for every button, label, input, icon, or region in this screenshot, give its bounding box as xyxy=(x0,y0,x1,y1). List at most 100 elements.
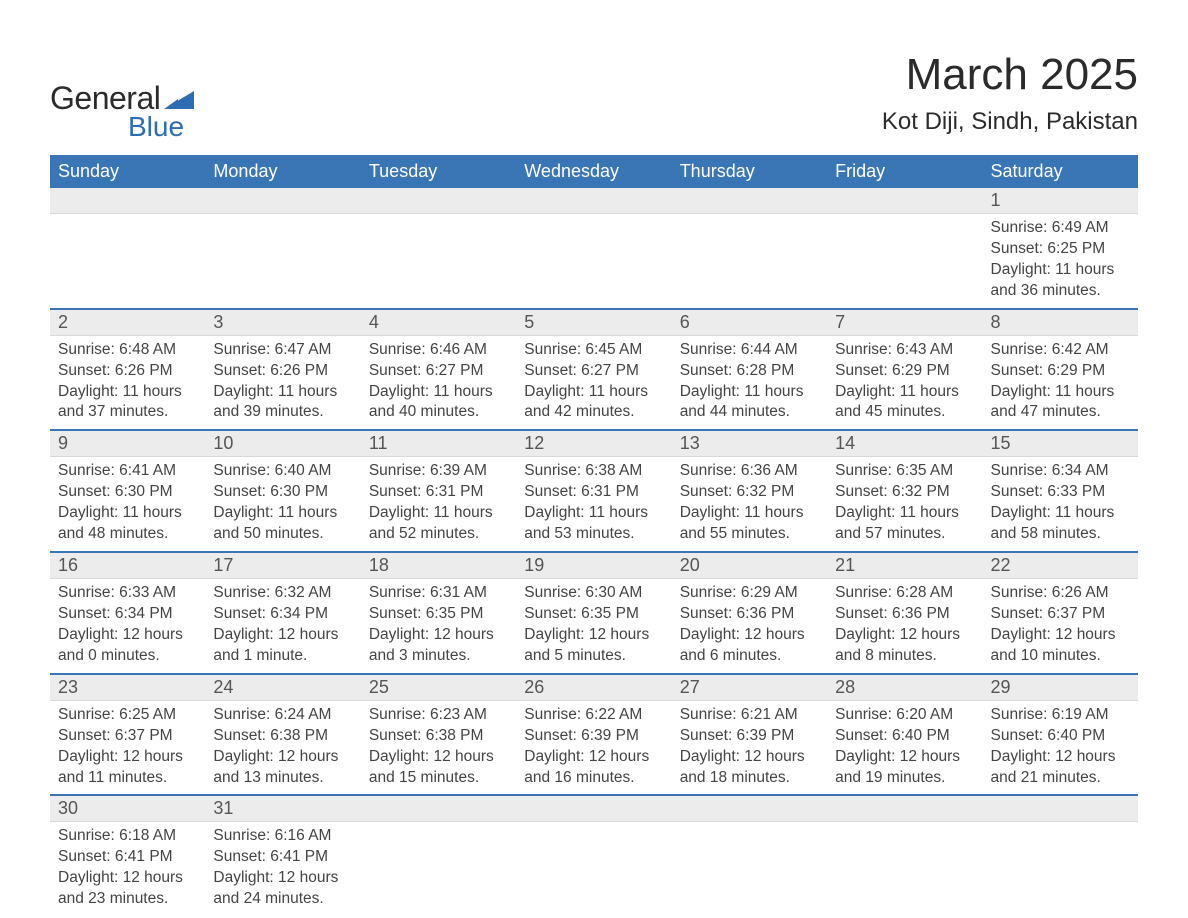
day-number-cell: 6 xyxy=(672,309,827,336)
day-detail-line: Daylight: 12 hours xyxy=(58,626,183,643)
day-detail-line: and 36 minutes. xyxy=(991,282,1101,299)
daynum-row: 23242526272829 xyxy=(50,674,1138,701)
day-detail-cell: Sunrise: 6:30 AMSunset: 6:35 PMDaylight:… xyxy=(516,579,671,674)
day-detail-cell: Sunrise: 6:25 AM Sunset: 6:37 PM Daylight:… xyxy=(50,700,205,795)
detail-row: Sunrise: 6:49 AMSunset: 6:25 PMDaylight:… xyxy=(50,214,1138,309)
day-detail-cell: Sunrise: 6:20 AMSunset: 6:40 PMDaylight:… xyxy=(827,700,982,795)
day-detail-line: Sunrise: 6:42 AM xyxy=(991,341,1109,358)
calendar-table: SundayMondayTuesdayWednesdayThursdayFrid… xyxy=(50,155,1138,916)
day-detail-line: Sunset: 6:29 PM xyxy=(991,362,1106,379)
day-number-cell xyxy=(672,188,827,214)
day-detail-line: and 18 minutes. xyxy=(680,769,790,786)
day-detail-line: and 13 minutes. xyxy=(213,769,323,786)
day-detail-line: and 57 minutes. xyxy=(835,525,945,542)
day-detail-line: and 1 minute. xyxy=(213,647,307,664)
day-number-cell: 8 xyxy=(983,309,1138,336)
day-detail-line: Sunset: 6:34 PM xyxy=(58,605,173,622)
day-detail-line: Daylight: 11 hours xyxy=(524,383,648,400)
brand-word2: Blue xyxy=(128,111,194,143)
weekday-header-cell: Thursday xyxy=(672,155,827,188)
day-detail-line: and 47 minutes. xyxy=(991,403,1101,420)
day-detail-line: and 10 minutes. xyxy=(991,647,1101,664)
day-detail-line: Daylight: 12 hours xyxy=(680,626,805,643)
day-detail-line: Daylight: 12 hours xyxy=(991,626,1116,643)
day-detail-line: Sunrise: 6:25 AM xyxy=(58,706,176,723)
day-detail-line: and 48 minutes. xyxy=(58,525,168,542)
day-number-cell: 15 xyxy=(983,430,1138,457)
day-detail-line: and 53 minutes. xyxy=(524,525,634,542)
day-number-cell xyxy=(983,795,1138,822)
day-detail-line: Sunset: 6:28 PM xyxy=(680,362,795,379)
day-number-cell: 28 xyxy=(827,674,982,701)
day-detail-line: and 52 minutes. xyxy=(369,525,479,542)
day-detail-cell: Sunrise: 6:24 AMSunset: 6:38 PMDaylight:… xyxy=(205,700,360,795)
detail-row: Sunrise: 6:41 AMSunset: 6:30 PMDaylight:… xyxy=(50,457,1138,552)
day-detail-line: Sunset: 6:40 PM xyxy=(835,727,950,744)
day-detail-line: Sunrise: 6:26 AM xyxy=(991,584,1109,601)
day-detail-line: Sunrise: 6:48 AM xyxy=(58,341,176,358)
day-detail-cell xyxy=(361,822,516,916)
brand-triangle-icon xyxy=(164,87,194,114)
day-detail-line: Daylight: 12 hours xyxy=(213,748,338,765)
day-detail-line: Sunset: 6:36 PM xyxy=(835,605,950,622)
day-number-cell: 24 xyxy=(205,674,360,701)
day-detail-line: Sunrise: 6:45 AM xyxy=(524,341,642,358)
day-detail-line: and 16 minutes. xyxy=(524,769,634,786)
day-detail-cell xyxy=(50,214,205,309)
day-detail-line: Sunset: 6:31 PM xyxy=(369,483,484,500)
day-detail-cell: Sunrise: 6:26 AM Sunset: 6:37 PM Daylight:… xyxy=(983,579,1138,674)
day-detail-line: Sunset: 6:38 PM xyxy=(213,727,328,744)
day-detail-line: Sunset: 6:32 PM xyxy=(835,483,950,500)
day-detail-line: Sunrise: 6:18 AM xyxy=(58,827,176,844)
location-subtitle: Kot Diji, Sindh, Pakistan xyxy=(882,108,1138,136)
day-detail-line: and 42 minutes. xyxy=(524,403,634,420)
day-number-cell: 9 xyxy=(50,430,205,457)
weekday-header-row: SundayMondayTuesdayWednesdayThursdayFrid… xyxy=(50,155,1138,188)
day-detail-line: Sunset: 6:41 PM xyxy=(58,848,173,865)
day-number-cell: 22 xyxy=(983,552,1138,579)
day-detail-line: Sunrise: 6:32 AM xyxy=(213,584,331,601)
day-detail-cell: Sunrise: 6:41 AMSunset: 6:30 PMDaylight:… xyxy=(50,457,205,552)
day-detail-cell: Sunrise: 6:34 AMSunset: 6:33 PMDaylight:… xyxy=(983,457,1138,552)
day-detail-line: Sunrise: 6:22 AM xyxy=(524,706,642,723)
day-detail-line: and 45 minutes. xyxy=(835,403,945,420)
day-number-cell: 29 xyxy=(983,674,1138,701)
day-detail-line: and 15 minutes. xyxy=(369,769,479,786)
day-detail-line: Sunset: 6:39 PM xyxy=(680,727,795,744)
day-detail-line: Sunset: 6:38 PM xyxy=(369,727,484,744)
day-detail-cell: Sunrise: 6:49 AMSunset: 6:25 PMDaylight:… xyxy=(983,214,1138,309)
day-detail-line: Sunrise: 6:34 AM xyxy=(991,462,1109,479)
day-detail-cell: Sunrise: 6:19 AMSunset: 6:40 PMDaylight:… xyxy=(983,700,1138,795)
day-number-cell: 13 xyxy=(672,430,827,457)
day-detail-line: Daylight: 11 hours xyxy=(58,383,182,400)
day-detail-cell: Sunrise: 6:16 AMSunset: 6:41 PMDaylight:… xyxy=(205,822,360,916)
day-detail-line: Daylight: 12 hours xyxy=(524,748,649,765)
day-number-cell: 16 xyxy=(50,552,205,579)
day-number-cell: 1 xyxy=(983,188,1138,214)
day-detail-line: Daylight: 11 hours xyxy=(524,504,648,521)
day-detail-cell xyxy=(672,214,827,309)
day-detail-cell: Sunrise: 6:38 AMSunset: 6:31 PMDaylight:… xyxy=(516,457,671,552)
day-number-cell xyxy=(361,795,516,822)
day-detail-line: Sunset: 6:37 PM xyxy=(58,727,173,744)
day-detail-line: Sunrise: 6:46 AM xyxy=(369,341,487,358)
day-number-cell: 26 xyxy=(516,674,671,701)
day-detail-cell: Sunrise: 6:46 AMSunset: 6:27 PMDaylight:… xyxy=(361,335,516,430)
day-detail-line: Sunrise: 6:39 AM xyxy=(369,462,487,479)
day-detail-line: Sunset: 6:37 PM xyxy=(991,605,1106,622)
day-number-cell: 11 xyxy=(361,430,516,457)
day-detail-cell: Sunrise: 6:32 AMSunset: 6:34 PMDaylight:… xyxy=(205,579,360,674)
day-detail-cell: Sunrise: 6:21 AMSunset: 6:39 PMDaylight:… xyxy=(672,700,827,795)
day-detail-line: and 5 minutes. xyxy=(524,647,626,664)
day-number-cell: 20 xyxy=(672,552,827,579)
day-detail-line: Daylight: 12 hours xyxy=(58,748,183,765)
weekday-header-cell: Wednesday xyxy=(516,155,671,188)
day-detail-line: Sunrise: 6:20 AM xyxy=(835,706,953,723)
day-detail-line: Daylight: 12 hours xyxy=(213,869,338,886)
day-detail-cell: Sunrise: 6:23 AMSunset: 6:38 PMDaylight:… xyxy=(361,700,516,795)
day-detail-cell: Sunrise: 6:39 AMSunset: 6:31 PMDaylight:… xyxy=(361,457,516,552)
day-detail-line: Sunset: 6:34 PM xyxy=(213,605,328,622)
weekday-header-cell: Tuesday xyxy=(361,155,516,188)
day-number-cell: 23 xyxy=(50,674,205,701)
day-number-cell xyxy=(516,795,671,822)
